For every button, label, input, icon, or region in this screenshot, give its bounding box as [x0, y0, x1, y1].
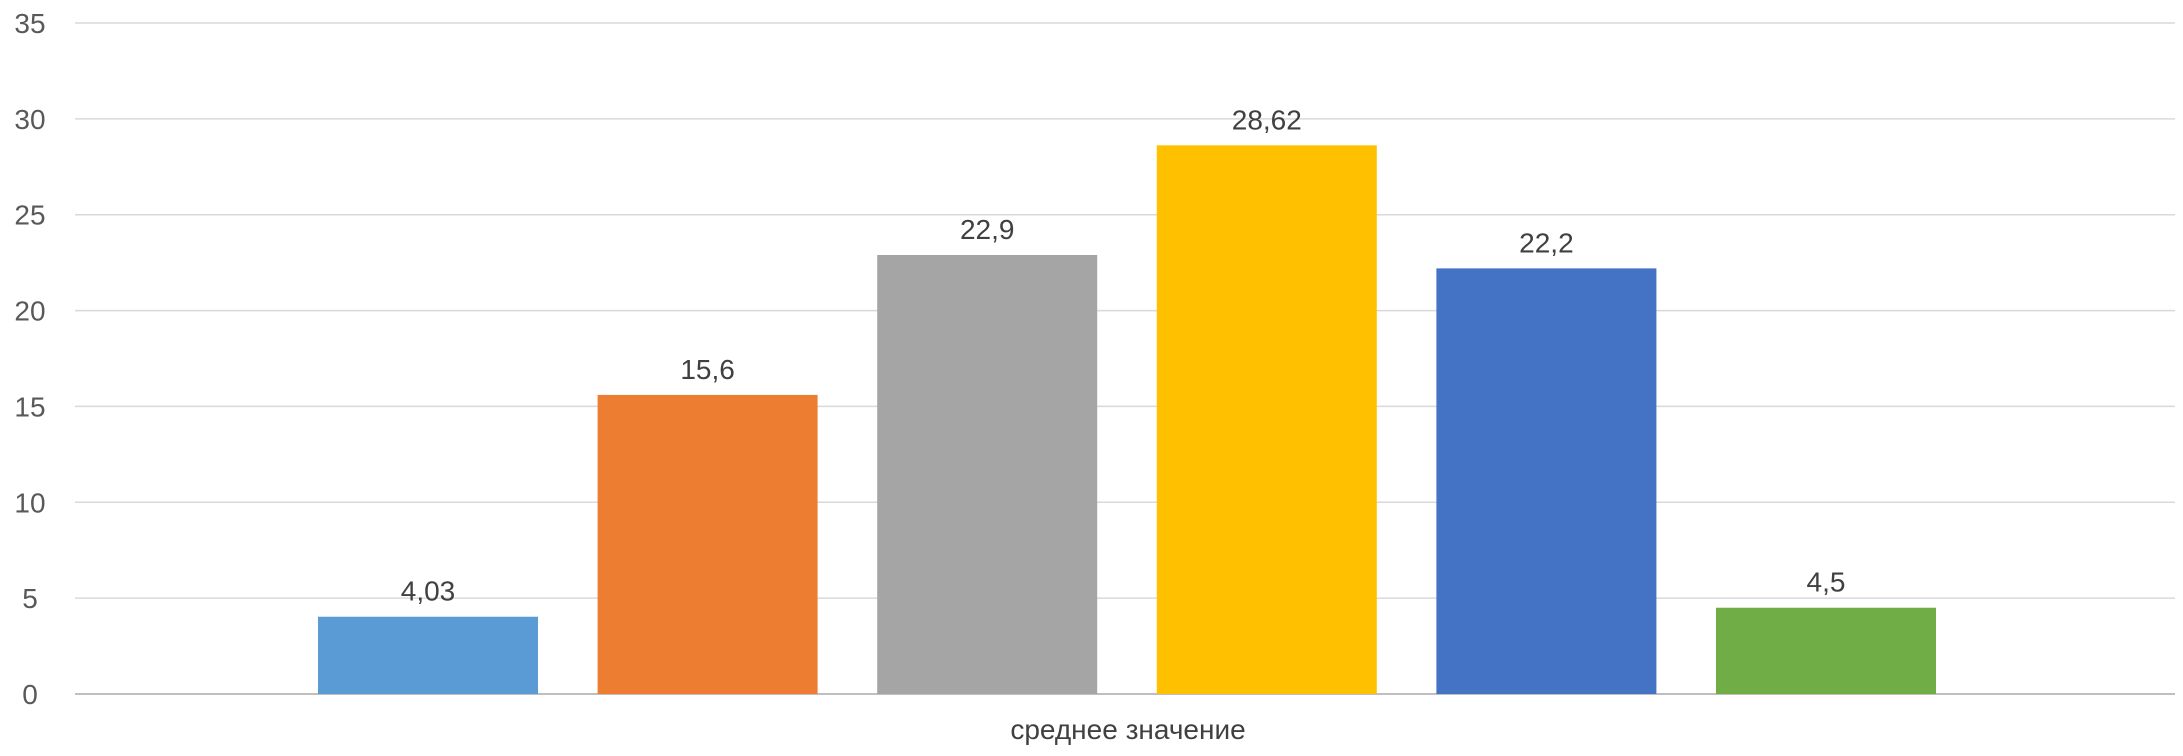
y-axis-ticks: 0 5 10 15 20 25 30 35 [14, 8, 45, 710]
bar-3 [877, 254, 1098, 694]
data-label-5: 22,2 [1519, 227, 1574, 258]
y-tick-label: 20 [14, 296, 45, 327]
y-tick-label: 35 [14, 8, 45, 39]
bar-1 [318, 616, 538, 694]
gridlines [75, 22, 2175, 695]
data-label-6: 4,5 [1807, 567, 1846, 598]
data-labels: 4,03 15,6 22,9 28,62 22,2 4,5 [401, 104, 1846, 606]
y-tick-label: 30 [14, 104, 45, 135]
data-label-4: 28,62 [1232, 104, 1302, 135]
bar-4 [1156, 145, 1377, 694]
x-category-label: среднее значение [1010, 714, 1245, 745]
data-label-3: 22,9 [960, 214, 1015, 245]
y-tick-label: 0 [22, 679, 38, 710]
y-tick-label: 5 [22, 583, 38, 614]
y-tick-label: 15 [14, 391, 45, 422]
y-tick-label: 10 [14, 487, 45, 518]
y-tick-label: 25 [14, 200, 45, 231]
data-label-1: 4,03 [401, 576, 456, 607]
data-label-2: 15,6 [680, 354, 735, 385]
bar-6 [1716, 607, 1936, 694]
bar-2 [597, 394, 818, 694]
bar-5 [1436, 268, 1657, 694]
bars [318, 145, 1936, 694]
